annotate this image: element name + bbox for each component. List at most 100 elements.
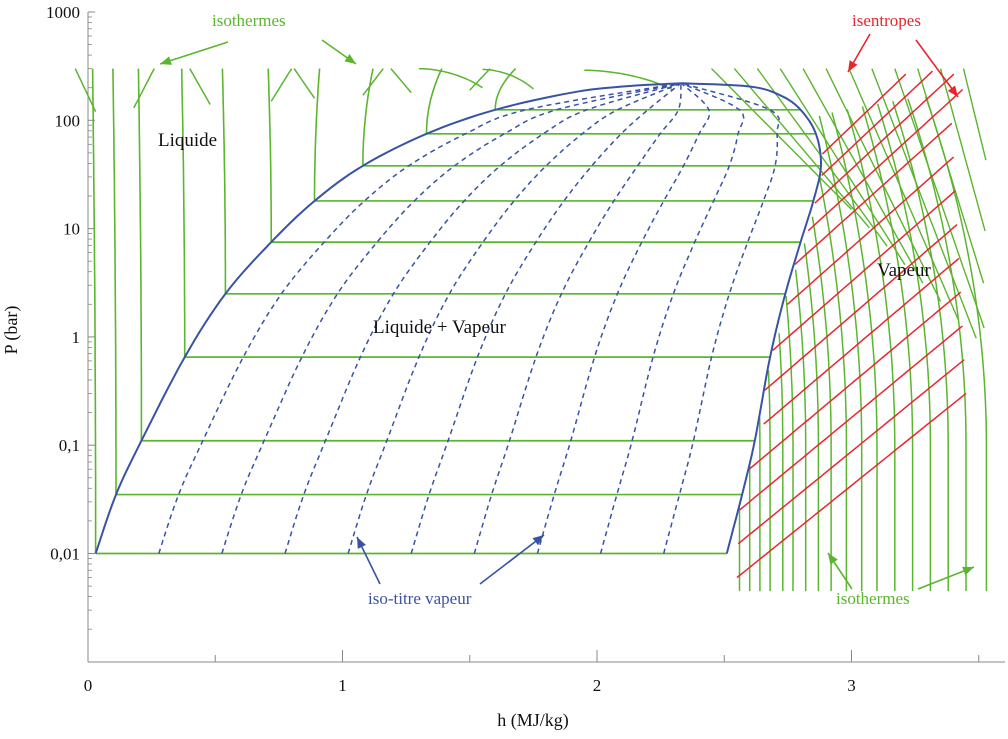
arrow-iso-titre-right <box>479 534 545 585</box>
vapor-isotherm <box>767 370 771 592</box>
near-critical-isotherm <box>418 67 483 89</box>
saturated-liquid-curve <box>94 82 682 554</box>
liquid-isotherm <box>313 68 321 201</box>
isentrope <box>739 325 963 511</box>
vapor-isotherm <box>811 216 832 592</box>
arrow-isothermes-left <box>159 41 229 65</box>
vapor-isotherm-upper <box>917 68 985 284</box>
y-tick-label: 0,01 <box>50 545 80 564</box>
iso-titre-line <box>662 82 780 554</box>
axes-layer: 0,01 0,1 1 10 100 1000 0 1 2 3 <box>46 3 1005 695</box>
arrow-isothermes-bottom-left-head <box>828 553 838 565</box>
annotation-isothermes-top: isothermes <box>212 11 286 30</box>
isentrope <box>794 122 953 266</box>
iso-titre-line <box>158 82 682 554</box>
vapor-isotherm-upper <box>939 68 986 232</box>
vapor-isotherm <box>907 98 967 592</box>
vapor-isotherm <box>794 269 807 592</box>
isentrope <box>736 392 967 579</box>
liquid-isotherm <box>180 68 186 358</box>
isentrope <box>764 224 958 391</box>
arrow-isentropes-left-head <box>848 60 858 72</box>
annotation-arrows-layer <box>159 33 975 590</box>
isentrope <box>747 291 962 471</box>
isentrope <box>737 359 965 545</box>
x-tick-label: 1 <box>338 676 347 695</box>
isentrope <box>786 156 955 305</box>
isentrope <box>821 70 934 176</box>
vapor-isotherm <box>818 178 848 592</box>
arrow-isothermes-left-head <box>160 56 172 65</box>
vapor-isotherm <box>876 103 932 592</box>
supercritical-isotherm <box>270 68 293 102</box>
arrow-iso-titre-left-head <box>357 537 366 549</box>
vapor-isotherm-upper <box>894 68 985 329</box>
arrow-isothermes-bottom-right-head <box>962 566 974 576</box>
vapor-isotherm-upper <box>962 68 987 161</box>
isentrope <box>821 73 907 155</box>
y-tick-label: 0,1 <box>59 436 80 455</box>
vapor-isotherm-upper <box>733 68 870 229</box>
iso-titre-line <box>284 82 682 554</box>
isentrope <box>814 73 955 204</box>
vapor-isotherm <box>861 106 914 592</box>
arrow-isentropes-right-head <box>947 85 958 97</box>
arrow-isentropes-right <box>915 39 959 98</box>
vapor-isotherm <box>803 243 820 592</box>
arrow-iso-titre-right-head <box>532 535 544 546</box>
region-label-liquide: Liquide <box>158 130 217 151</box>
vapor-isotherm <box>924 96 988 592</box>
y-tick-label: 100 <box>55 111 81 130</box>
isentrope <box>763 257 960 425</box>
y-axis-title: P (bar) <box>1 306 22 355</box>
region-label-liquide-vapeur: Liquide + Vapeur <box>373 317 506 338</box>
vapor-isotherm-upper <box>779 68 906 266</box>
y-tick-label: 1000 <box>46 3 80 22</box>
supercritical-isotherm <box>189 68 211 105</box>
vapor-isotherm <box>785 295 794 592</box>
iso-titre-line <box>536 82 711 554</box>
arrow-isothermes-right-head <box>344 53 356 64</box>
annotation-isentropes: isentropes <box>852 11 921 30</box>
region-label-vapeur: Vapeur <box>877 260 931 281</box>
isentropes-layer <box>736 70 967 579</box>
vapor-isotherm-upper <box>848 68 960 321</box>
isentrope <box>772 190 956 351</box>
liquid-isotherm <box>425 68 443 134</box>
iso-titre-line <box>410 82 682 554</box>
vapor-isotherm <box>892 100 949 592</box>
near-critical-isotherm <box>584 69 674 91</box>
y-tick-label: 10 <box>63 220 80 239</box>
annotation-iso-titre: iso-titre vapeur <box>368 589 472 608</box>
x-tick-label: 3 <box>847 676 856 695</box>
isentrope <box>807 88 964 232</box>
iso-titre-layer <box>158 82 780 554</box>
vapor-isotherms-layer <box>711 68 988 592</box>
y-tick-label: 1 <box>72 328 81 347</box>
iso-titre-line <box>221 82 682 554</box>
supercritical-isotherm <box>362 68 384 96</box>
x-tick-label: 0 <box>84 676 93 695</box>
supercritical-isotherm <box>293 68 316 99</box>
supercritical-isotherm <box>133 68 155 109</box>
saturation-dome-layer <box>94 82 822 554</box>
annotation-isothermes-bottom: isothermes <box>836 589 910 608</box>
supercritical-isotherm <box>390 68 412 94</box>
near-critical-isotherm <box>482 68 534 90</box>
liquid-isotherm <box>362 68 374 166</box>
liquid-isotherm <box>221 68 227 294</box>
liquid-isotherm <box>267 68 272 243</box>
vapor-isotherm <box>778 333 784 592</box>
liquid-isotherm <box>494 68 517 110</box>
liquid-isotherm <box>112 68 117 495</box>
supercritical-isotherm <box>469 68 491 91</box>
vapor-isotherm-upper <box>711 68 852 210</box>
x-tick-label: 2 <box>593 676 602 695</box>
saturated-vapor-curve <box>680 82 822 554</box>
liquid-isotherm <box>137 68 143 441</box>
vapor-isotherm-upper <box>802 68 924 284</box>
vapor-isotherm-upper <box>756 68 888 247</box>
supercritical-isotherm <box>74 68 97 113</box>
liquid-isotherm <box>91 68 97 554</box>
